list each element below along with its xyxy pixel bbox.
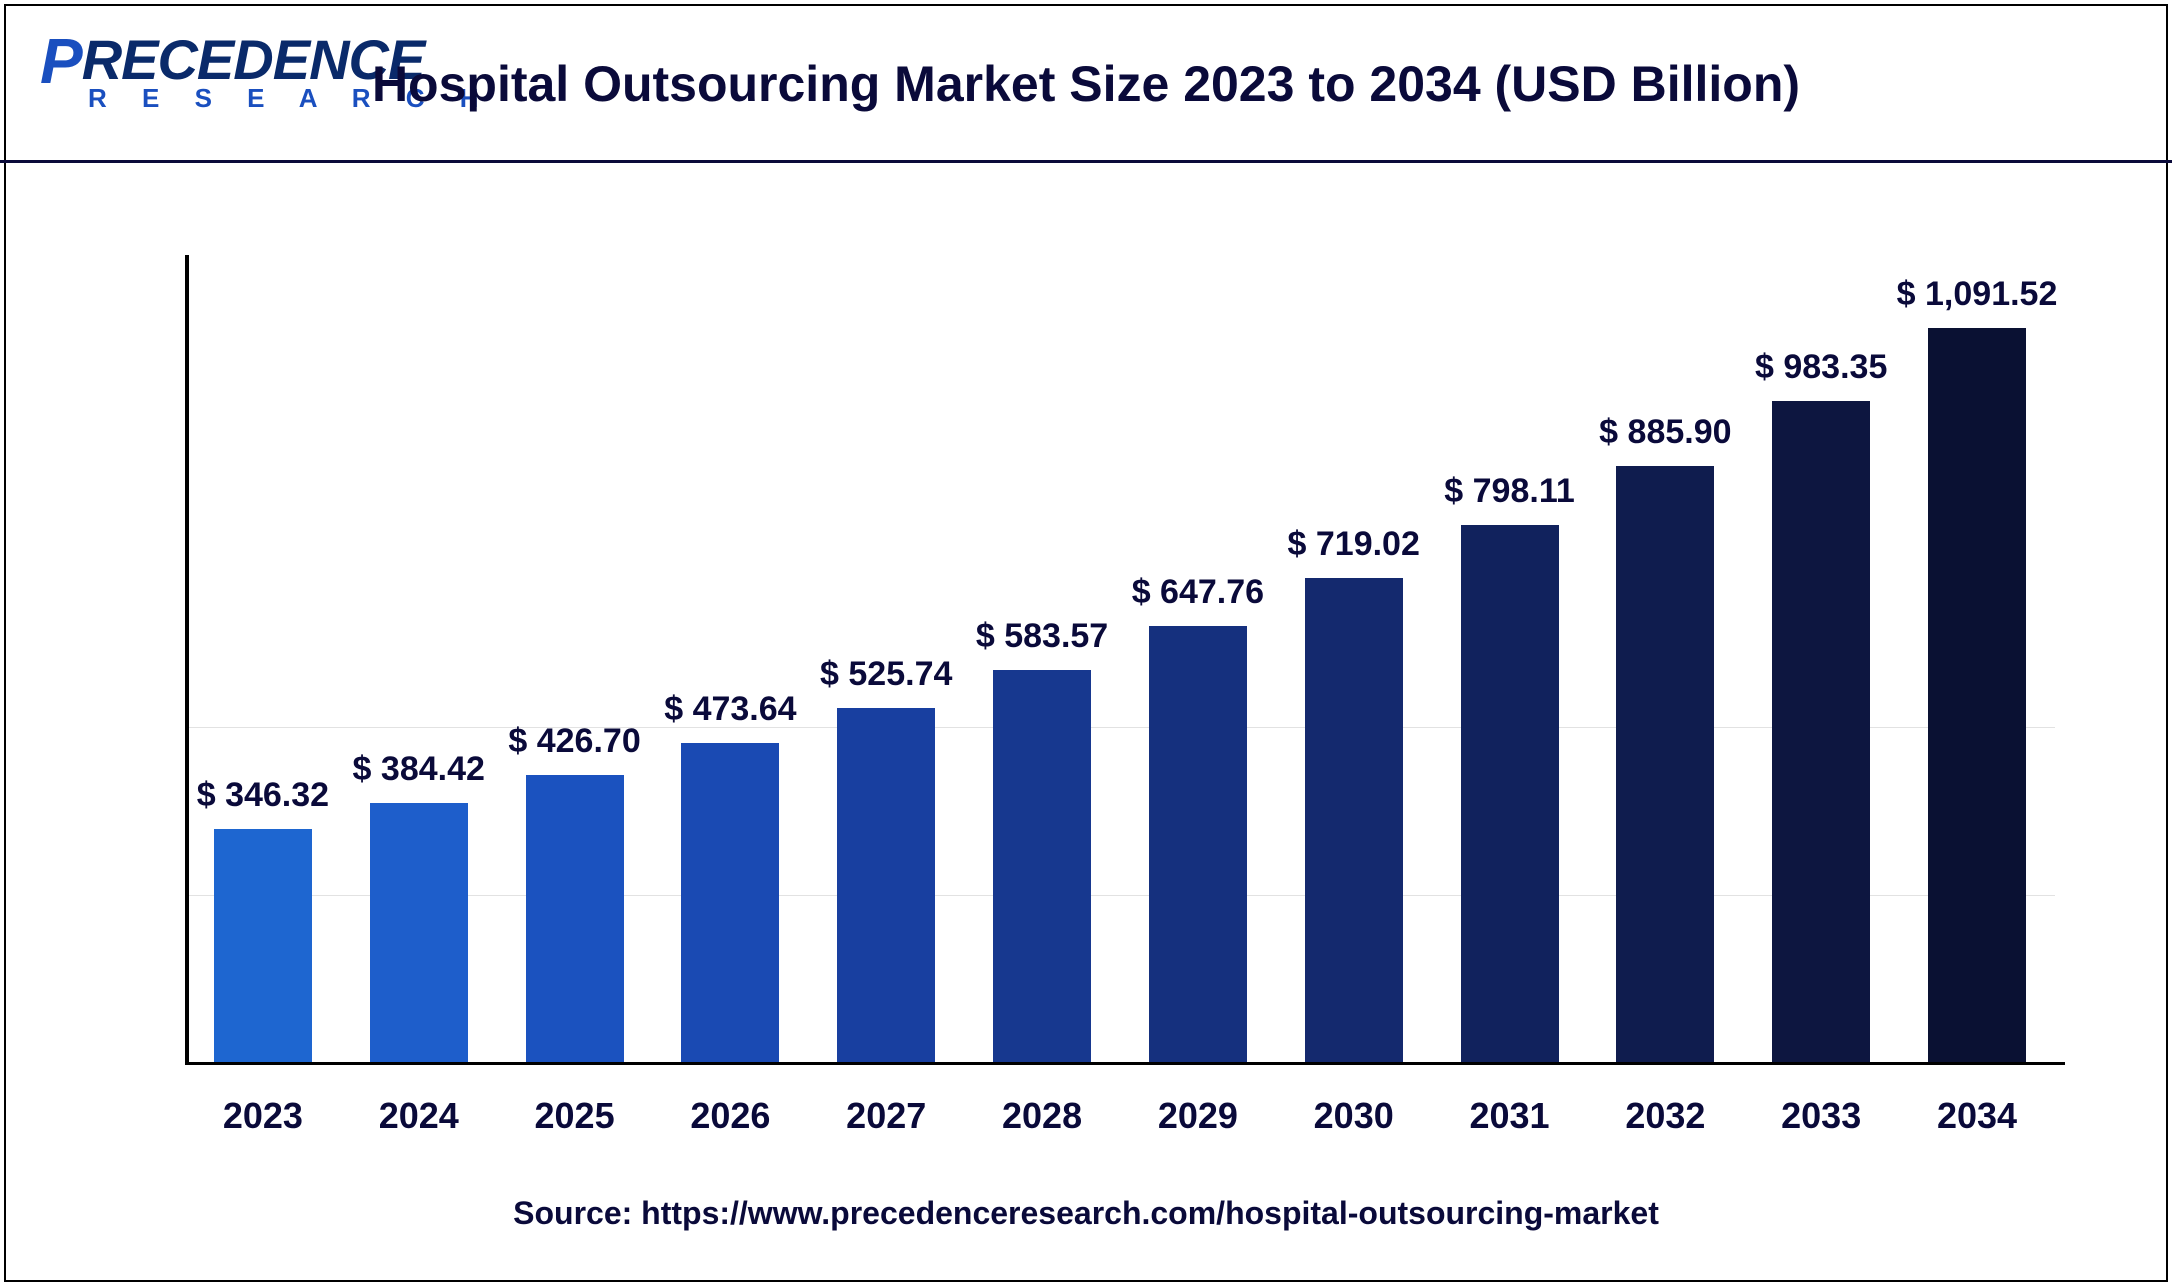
bar-slot: $ 1,091.52 — [1902, 255, 2052, 1062]
bar: $ 426.70 — [526, 775, 624, 1062]
bar-slot: $ 346.32 — [188, 255, 338, 1062]
bar-slot: $ 583.57 — [967, 255, 1117, 1062]
bar-slot: $ 885.90 — [1590, 255, 1740, 1062]
x-axis-label: 2033 — [1746, 1095, 1896, 1137]
x-axis-label: 2028 — [967, 1095, 1117, 1137]
x-axis-label: 2031 — [1435, 1095, 1585, 1137]
bar-value-label: $ 583.57 — [976, 617, 1108, 656]
bar-slot: $ 983.35 — [1746, 255, 1896, 1062]
bar-value-label: $ 384.42 — [353, 750, 485, 789]
bar-value-label: $ 719.02 — [1288, 525, 1420, 564]
bar: $ 719.02 — [1305, 578, 1403, 1062]
x-axis-label: 2029 — [1123, 1095, 1273, 1137]
bar-value-label: $ 798.11 — [1444, 472, 1574, 511]
bar: $ 885.90 — [1616, 466, 1714, 1062]
bar-slot: $ 473.64 — [655, 255, 805, 1062]
chart-title: Hospital Outsourcing Market Size 2023 to… — [0, 55, 2172, 113]
bar-slot: $ 525.74 — [811, 255, 961, 1062]
x-axis-label: 2034 — [1902, 1095, 2052, 1137]
bar-value-label: $ 647.76 — [1132, 573, 1264, 612]
bar-value-label: $ 525.74 — [820, 655, 952, 694]
x-axis-label: 2024 — [344, 1095, 494, 1137]
bar: $ 583.57 — [993, 670, 1091, 1062]
bars-container: $ 346.32 $ 384.42 $ 426.70 $ 473.64 $ 525.74… — [185, 255, 2055, 1062]
bar-value-label: $ 983.35 — [1755, 348, 1887, 387]
x-axis-label: 2030 — [1279, 1095, 1429, 1137]
bar-value-label: $ 346.32 — [197, 776, 329, 815]
plot-area: $ 346.32 $ 384.42 $ 426.70 $ 473.64 $ 525.74… — [185, 255, 2055, 1065]
bar-slot: $ 426.70 — [500, 255, 650, 1062]
bar: $ 346.32 — [214, 829, 312, 1062]
bar-value-label: $ 885.90 — [1599, 413, 1731, 452]
bar: $ 647.76 — [1149, 626, 1247, 1062]
bar-value-label: $ 1,091.52 — [1897, 275, 2058, 314]
x-axis-label: 2027 — [811, 1095, 961, 1137]
source-line: Source: https://www.precedenceresearch.c… — [0, 1195, 2172, 1232]
bar: $ 983.35 — [1772, 401, 1870, 1062]
bar: $ 1,091.52 — [1928, 328, 2026, 1062]
bar-slot: $ 384.42 — [344, 255, 494, 1062]
chart-frame: PRECEDENCE R E S E A R C H Hospital Outs… — [0, 0, 2172, 1286]
bar: $ 473.64 — [681, 743, 779, 1062]
bar-slot: $ 719.02 — [1279, 255, 1429, 1062]
bar-value-label: $ 473.64 — [664, 690, 796, 729]
bar-slot: $ 647.76 — [1123, 255, 1273, 1062]
x-axis-line — [185, 1062, 2065, 1065]
bar: $ 384.42 — [370, 803, 468, 1062]
x-axis-label: 2025 — [500, 1095, 650, 1137]
bar-slot: $ 798.11 — [1435, 255, 1585, 1062]
bar: $ 525.74 — [837, 708, 935, 1062]
x-axis-label: 2032 — [1590, 1095, 1740, 1137]
x-axis-label: 2023 — [188, 1095, 338, 1137]
x-axis-label: 2026 — [655, 1095, 805, 1137]
chart-header: PRECEDENCE R E S E A R C H Hospital Outs… — [0, 0, 2172, 163]
bar: $ 798.11 — [1461, 525, 1559, 1062]
bar-value-label: $ 426.70 — [508, 722, 640, 761]
x-axis-labels: 2023202420252026202720282029203020312032… — [185, 1095, 2055, 1137]
